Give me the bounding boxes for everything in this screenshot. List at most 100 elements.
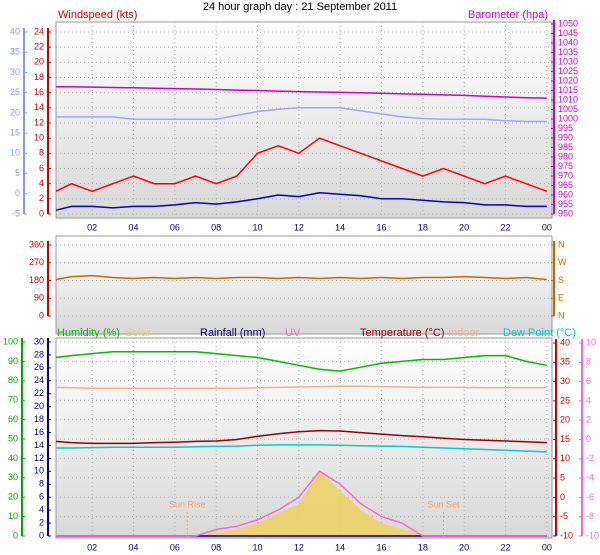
y-tick-label: 35 — [560, 357, 570, 367]
y-tick-label: -5 — [560, 511, 568, 521]
x-tick-label: 08 — [211, 222, 221, 232]
y-tick-label: 360 — [29, 239, 44, 249]
line — [56, 444, 547, 453]
y-tick-label: 5 — [15, 168, 20, 178]
y-tick-label: 0 — [15, 188, 20, 198]
y-tick-label: 965 — [558, 180, 573, 190]
y-tick-label: 14 — [34, 102, 44, 112]
y-tick-label: 40 — [560, 337, 570, 347]
y-tick-label: 24 — [34, 26, 44, 36]
y-tick-label: 14 — [34, 440, 44, 450]
y-tick-label: 80 — [8, 375, 18, 385]
y-tick-label: 15 — [10, 127, 20, 137]
y-tick-label: 1045 — [558, 28, 578, 38]
y-tick-label: 24 — [34, 375, 44, 385]
x-tick-label: 00 — [542, 542, 552, 552]
y-tick-label: -5 — [12, 208, 20, 218]
y-tick-label: 90 — [34, 293, 44, 303]
annotation: Sun Set — [427, 499, 460, 509]
y-tick-label: 8 — [39, 148, 44, 158]
y-tick-label: 2 — [39, 193, 44, 203]
y-tick-label: 15 — [560, 434, 570, 444]
legend-label: Dew Point (°C) — [503, 327, 576, 339]
line — [56, 85, 547, 99]
y-tick-label: 1015 — [558, 85, 578, 95]
x-tick-label: 20 — [459, 222, 469, 232]
line — [56, 107, 547, 123]
x-tick-label: 06 — [170, 222, 180, 232]
line — [56, 470, 547, 537]
y-tick-label: 30 — [10, 67, 20, 77]
area — [56, 471, 547, 536]
y-tick-label: 960 — [558, 189, 573, 199]
y-tick-label: 6 — [39, 492, 44, 502]
plot-area — [55, 21, 553, 219]
y-tick-label: 985 — [558, 142, 573, 152]
legend-label: Solar — [125, 327, 151, 339]
x-tick-label: 18 — [418, 542, 428, 552]
y-tick-label: 1040 — [558, 37, 578, 47]
x-tick-label: 18 — [418, 222, 428, 232]
y-tick-label: -6 — [586, 492, 594, 502]
y-tick-label: 18 — [34, 414, 44, 424]
y-tick-label: 10 — [586, 337, 596, 347]
y-tick-label: 12 — [34, 453, 44, 463]
y-tick-label: 18 — [34, 72, 44, 82]
y-tick-label: 70 — [8, 395, 18, 405]
y-tick-label: 0 — [39, 208, 44, 218]
y2-axis-label: Barometer (hpa) — [468, 9, 548, 21]
y-tick-label: 950 — [558, 208, 573, 218]
y-tick-label: 1035 — [558, 47, 578, 57]
line — [55, 385, 547, 390]
x-tick-label: 06 — [170, 542, 180, 552]
y-tick-label: 20 — [34, 401, 44, 411]
y-tick-label: 8 — [586, 357, 591, 367]
y-tick-label: 0 — [39, 310, 44, 320]
line — [55, 137, 548, 193]
y-tick-label: 1050 — [558, 18, 578, 28]
chart-title: 24 hour graph day : 21 September 2011 — [203, 1, 397, 13]
y-tick-label: 980 — [558, 151, 573, 161]
y-tick-label: 990 — [558, 132, 573, 142]
y-tick-label: 90 — [8, 356, 18, 366]
y-tick-label: 0 — [586, 434, 591, 444]
y-tick-label: 4 — [39, 178, 44, 188]
x-tick-label: 12 — [294, 222, 304, 232]
annotation: Sun Rise — [169, 499, 206, 509]
x-tick-label: 20 — [459, 542, 469, 552]
y-tick-label: E — [558, 293, 564, 303]
y-tick-label: 1020 — [558, 75, 578, 85]
y-tick-label: 20 — [8, 492, 18, 502]
y-tick-label: 975 — [558, 161, 573, 171]
y-tick-label: 5 — [560, 472, 565, 482]
y-tick-label: 30 — [8, 472, 18, 482]
y-tick-label: 180 — [29, 275, 44, 285]
line — [55, 274, 547, 281]
y-tick-label: 8 — [39, 479, 44, 489]
x-tick-label: 22 — [500, 542, 510, 552]
y-tick-label: 10 — [34, 466, 44, 476]
x-tick-label: 02 — [87, 542, 97, 552]
y-tick-label: 26 — [34, 362, 44, 372]
y-tick-label: 30 — [560, 376, 570, 386]
y-tick-label: 0 — [39, 530, 44, 540]
x-tick-label: 10 — [252, 222, 262, 232]
y-tick-label: 2 — [39, 517, 44, 527]
y-tick-label: N — [558, 310, 565, 320]
y-tick-label: 1030 — [558, 56, 578, 66]
y-tick-label: 955 — [558, 199, 573, 209]
y-tick-label: 60 — [8, 414, 18, 424]
legend-label: Indoor — [448, 327, 480, 339]
line — [55, 350, 547, 372]
y-tick-label: 30 — [34, 336, 44, 346]
y-tick-label: 1000 — [558, 113, 578, 123]
y-tick-label: 50 — [8, 433, 18, 443]
y-tick-label: 25 — [560, 395, 570, 405]
y-tick-label: 995 — [558, 123, 573, 133]
y-tick-label: 6 — [586, 376, 591, 386]
y-tick-label: 270 — [29, 257, 44, 267]
y-tick-label: -2 — [586, 453, 594, 463]
y-tick-label: -10 — [560, 530, 573, 540]
